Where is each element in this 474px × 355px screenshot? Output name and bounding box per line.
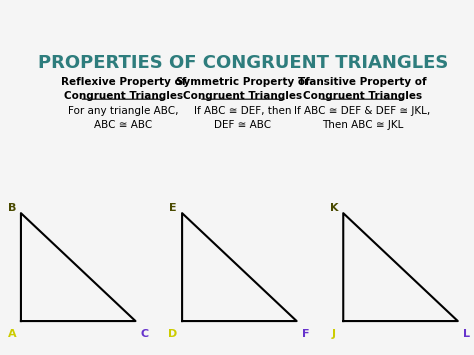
Text: B: B [8, 203, 16, 213]
Text: Congruent Triangles: Congruent Triangles [183, 91, 302, 101]
Text: Congruent Triangles: Congruent Triangles [303, 91, 422, 101]
Text: If ABC ≅ DEF, then: If ABC ≅ DEF, then [194, 106, 292, 116]
Text: J: J [332, 329, 336, 339]
Text: Symmetric Property of: Symmetric Property of [176, 77, 310, 87]
Text: DEF ≅ ABC: DEF ≅ ABC [214, 120, 272, 130]
Text: L: L [464, 329, 471, 339]
Text: Congruent Triangles: Congruent Triangles [64, 91, 183, 101]
Text: E: E [169, 203, 177, 213]
Text: F: F [302, 329, 310, 339]
Text: If ABC ≅ DEF & DEF ≅ JKL,: If ABC ≅ DEF & DEF ≅ JKL, [294, 106, 430, 116]
Text: Reflexive Property of: Reflexive Property of [61, 77, 186, 87]
Text: PROPERTIES OF CONGRUENT TRIANGLES: PROPERTIES OF CONGRUENT TRIANGLES [38, 54, 448, 72]
Text: D: D [168, 329, 178, 339]
Text: Then ABC ≅ JKL: Then ABC ≅ JKL [322, 120, 403, 130]
Text: For any triangle ABC,: For any triangle ABC, [68, 106, 179, 116]
Text: K: K [330, 203, 338, 213]
Text: C: C [141, 329, 149, 339]
Text: A: A [8, 329, 16, 339]
Text: Transitive Property of: Transitive Property of [298, 77, 427, 87]
Text: ABC ≅ ABC: ABC ≅ ABC [94, 120, 153, 130]
